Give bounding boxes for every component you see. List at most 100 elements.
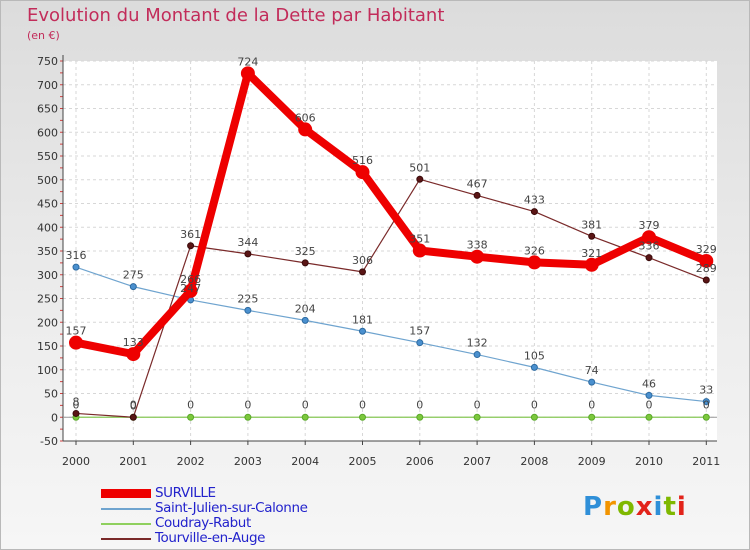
data-point: [416, 339, 424, 347]
y-tick-label: 300: [37, 269, 58, 282]
chart-title: Evolution du Montant de la Dette par Hab…: [27, 5, 445, 26]
data-label: 0: [244, 398, 251, 411]
legend-item: Saint-Julien-sur-Calonne: [101, 501, 308, 516]
data-point: [301, 413, 309, 421]
data-label: 606: [295, 111, 316, 124]
data-label: 361: [180, 228, 201, 241]
data-point: [129, 413, 137, 421]
data-label: 0: [302, 398, 309, 411]
y-tick-label: 100: [37, 364, 58, 377]
data-label: 204: [295, 302, 316, 315]
data-point: [588, 232, 596, 240]
data-label: 275: [123, 269, 144, 282]
data-point: [72, 263, 80, 271]
data-label: 0: [187, 398, 194, 411]
legend-label: SURVILLE: [155, 485, 216, 501]
data-point: [301, 259, 309, 267]
data-point: [187, 242, 195, 250]
data-point: [416, 413, 424, 421]
legend-item: Tourville-en-Auge: [101, 531, 308, 546]
y-tick-label: 700: [37, 79, 58, 92]
data-point: [645, 391, 653, 399]
x-tick-label: 2011: [692, 455, 720, 468]
y-tick-label: 500: [37, 174, 58, 187]
legend-swatch: [101, 537, 151, 540]
x-tick-label: 2001: [119, 455, 147, 468]
data-label: 306: [352, 254, 373, 267]
legend-item: SURVILLE: [101, 486, 308, 501]
chart-subtitle: (en €): [27, 29, 60, 42]
legend-label: Tourville-en-Auge: [155, 530, 266, 546]
data-point: [244, 250, 252, 258]
data-label: 516: [352, 154, 373, 167]
y-tick-label: 150: [37, 340, 58, 353]
data-label: 351: [409, 233, 430, 246]
logo-letter: P: [583, 492, 604, 522]
legend-item: Coudray-Rabut: [101, 516, 308, 531]
data-label: 0: [359, 398, 366, 411]
data-label: 0: [474, 398, 481, 411]
data-point: [584, 257, 599, 272]
data-point: [183, 283, 198, 298]
series-line: [72, 69, 711, 359]
data-label: 247: [180, 282, 201, 295]
y-tick-label: 50: [44, 388, 58, 401]
data-point: [129, 283, 137, 291]
data-label: 379: [639, 219, 660, 232]
data-label: 132: [467, 337, 488, 350]
data-point: [298, 122, 313, 137]
data-point: [244, 413, 252, 421]
data-point: [702, 398, 710, 406]
data-point: [244, 306, 252, 314]
data-label: 0: [531, 398, 538, 411]
data-label: 501: [409, 161, 430, 174]
data-label: 289: [696, 262, 717, 275]
data-label: 381: [581, 218, 602, 231]
data-label: 336: [639, 240, 660, 253]
data-label: 0: [703, 398, 710, 411]
data-label: 157: [66, 325, 87, 338]
x-tick-label: 2007: [463, 455, 491, 468]
data-point: [470, 249, 485, 264]
data-point: [530, 413, 538, 421]
data-point: [645, 413, 653, 421]
y-tick-label: 350: [37, 245, 58, 258]
data-point: [126, 347, 141, 362]
data-label: 105: [524, 349, 545, 362]
data-point: [359, 413, 366, 421]
y-tick-label: 450: [37, 198, 58, 211]
data-label: 724: [237, 55, 258, 68]
x-tick-label: 2004: [291, 455, 319, 468]
data-label: 338: [467, 239, 488, 252]
logo-letter: i: [653, 492, 664, 522]
y-tick-label: 0: [51, 411, 58, 424]
data-label: 0: [73, 398, 80, 411]
data-point: [530, 208, 538, 216]
data-point: [72, 409, 80, 417]
chart-legend: SURVILLE Saint-Julien-sur-Calonne Coudray-…: [101, 486, 308, 546]
y-tick-label: 750: [37, 55, 58, 68]
logo-letter: r: [603, 492, 617, 522]
data-point: [588, 413, 596, 421]
data-label: 0: [130, 399, 137, 412]
legend-swatch: [101, 507, 151, 510]
data-label: 316: [66, 249, 87, 262]
legend-swatch: [101, 489, 151, 498]
proxiti-logo: Proxiti: [583, 492, 687, 522]
data-point: [588, 378, 596, 386]
data-label: 329: [696, 243, 717, 256]
data-label: 321: [581, 247, 602, 260]
data-label: 326: [524, 244, 545, 257]
legend-label: Coudray-Rabut: [155, 515, 251, 531]
x-tick-label: 2002: [177, 455, 205, 468]
data-label: 46: [642, 377, 656, 390]
data-label: 0: [646, 398, 653, 411]
data-point: [416, 175, 424, 183]
y-tick-label: 650: [37, 103, 58, 116]
data-label: 181: [352, 313, 373, 326]
logo-letter: o: [616, 492, 636, 522]
y-tick-label: -50: [40, 435, 58, 448]
legend-label: Saint-Julien-sur-Calonne: [155, 500, 308, 516]
data-label: 157: [409, 325, 430, 338]
